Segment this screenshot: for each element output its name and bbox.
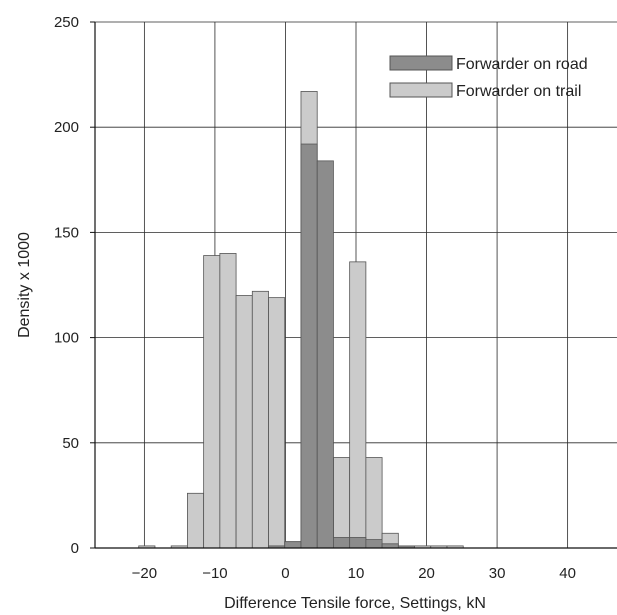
bar-forwarder-on-road	[316, 160, 334, 549]
y-tick-label: 250	[54, 14, 79, 31]
axes	[90, 21, 617, 549]
bar-forwarder-on-road	[333, 537, 351, 549]
bar-forwarder-on-road	[284, 541, 302, 549]
x-tick-label: 0	[281, 565, 289, 582]
legend-swatch-trail	[389, 82, 453, 98]
legend: Forwarder on road Forwarder on trail	[389, 55, 588, 100]
x-tick-label: −10	[202, 565, 227, 582]
bar-forwarder-on-road	[381, 543, 399, 549]
x-tick-labels: −20 −10 0 10 20 30 40	[132, 565, 576, 582]
x-tick-label: 10	[348, 565, 365, 582]
bar-forwarder-on-trail	[365, 457, 383, 549]
y-tick-label: 50	[62, 435, 79, 452]
bar-forwarder-on-trail	[235, 295, 253, 549]
bar-forwarder-on-trail	[268, 297, 286, 549]
y-tick-label: 150	[54, 224, 79, 241]
y-tick-label: 100	[54, 330, 79, 347]
y-tick-label: 200	[54, 119, 79, 136]
bar-forwarder-on-trail	[333, 457, 351, 549]
bar-forwarder-on-trail	[203, 255, 221, 549]
bar-forwarder-on-trail	[219, 253, 237, 549]
y-axis-title: Density x 1000	[16, 232, 33, 338]
series-forwarder-on-road	[268, 143, 415, 549]
x-tick-label: 20	[418, 565, 435, 582]
x-tick-label: 40	[559, 565, 576, 582]
x-tick-label: −20	[132, 565, 157, 582]
bar-forwarder-on-road	[365, 539, 383, 549]
legend-label-trail: Forwarder on trail	[456, 83, 581, 100]
legend-swatch-road	[389, 55, 453, 71]
bar-forwarder-on-trail	[349, 261, 367, 549]
bar-forwarder-on-trail	[251, 290, 269, 549]
x-axis-title: Difference Tensile force, Settings, kN	[224, 595, 486, 612]
bar-forwarder-on-trail	[187, 492, 205, 549]
bar-forwarder-on-road	[300, 143, 318, 549]
x-tick-label: 30	[489, 565, 506, 582]
legend-label-road: Forwarder on road	[456, 56, 588, 73]
y-tick-label: 0	[71, 540, 79, 557]
bar-forwarder-on-road	[349, 537, 367, 549]
y-tick-labels: 0 50 100 150 200 250	[54, 14, 79, 557]
